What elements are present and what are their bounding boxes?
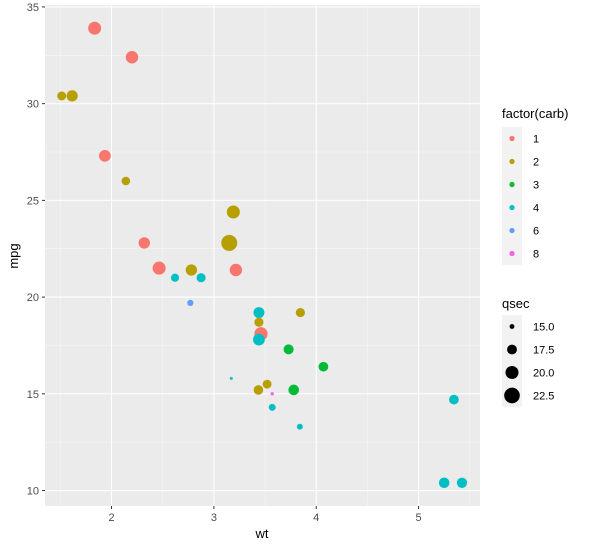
color-legend: factor(carb) 1 2 3 4 6 8 <box>502 106 568 265</box>
data-point <box>268 403 276 411</box>
data-point <box>57 91 67 101</box>
x-tick-label: 4 <box>313 512 319 524</box>
size-legend-swatch <box>505 365 519 380</box>
size-legend-swatch <box>509 324 515 329</box>
data-point <box>187 299 194 306</box>
color-legend-label: 2 <box>533 157 539 169</box>
data-point <box>138 237 150 249</box>
data-point <box>296 423 303 430</box>
data-points <box>57 21 468 489</box>
y-tick-label: 25 <box>27 195 39 207</box>
grid-lines <box>45 5 480 506</box>
color-legend-swatch <box>509 158 515 165</box>
data-point <box>125 51 139 64</box>
color-legend-swatch <box>509 135 515 142</box>
y-tick-label: 20 <box>27 292 39 304</box>
data-point <box>152 261 166 275</box>
data-point <box>88 21 102 35</box>
axes: 2 3 4 5 10 15 20 25 30 35 <box>27 2 422 524</box>
size-legend: qsec 15.0 17.5 20.0 22.5 <box>502 296 554 407</box>
data-point <box>66 90 78 102</box>
data-point <box>196 273 206 283</box>
color-legend-title: factor(carb) <box>502 106 568 121</box>
color-legend-swatch <box>509 250 515 257</box>
data-point <box>226 205 240 219</box>
color-legend-label: 3 <box>533 180 539 192</box>
data-point <box>253 385 264 395</box>
y-tick-label: 15 <box>27 389 39 401</box>
data-point <box>229 263 243 277</box>
color-legend-label: 4 <box>533 203 539 215</box>
data-point <box>254 317 264 327</box>
data-point <box>438 477 450 489</box>
data-point <box>283 344 294 355</box>
x-tick-label: 5 <box>416 512 422 524</box>
size-legend-label: 20.0 <box>533 368 554 380</box>
data-point <box>456 477 468 488</box>
size-legend-label: 17.5 <box>533 345 554 357</box>
data-point <box>185 264 198 276</box>
y-tick-label: 30 <box>27 99 39 111</box>
plot-panel <box>45 5 480 506</box>
data-point <box>318 361 329 372</box>
x-axis-title: wt <box>255 526 269 541</box>
color-legend-swatch <box>509 227 515 234</box>
color-legend-swatch <box>509 181 515 188</box>
data-point <box>98 149 111 162</box>
size-legend-swatch <box>504 387 520 404</box>
size-legend-swatch <box>507 344 517 355</box>
data-point <box>170 273 180 282</box>
color-legend-swatch <box>509 204 515 211</box>
data-point <box>270 392 274 396</box>
data-point <box>295 307 305 318</box>
color-legend-label: 8 <box>533 249 539 261</box>
color-legend-label: 6 <box>533 226 539 238</box>
size-legend-label: 22.5 <box>533 391 554 403</box>
data-point <box>253 333 265 346</box>
size-legend-title: qsec <box>502 296 530 311</box>
data-point <box>121 176 131 186</box>
y-tick-label: 10 <box>27 486 39 498</box>
x-tick-label: 2 <box>108 512 114 524</box>
y-axis-title: mpg <box>6 243 21 268</box>
data-point <box>221 234 238 251</box>
data-point <box>449 394 459 405</box>
data-point <box>262 379 272 389</box>
size-legend-label: 15.0 <box>533 322 554 334</box>
data-point <box>229 376 233 380</box>
y-tick-label: 35 <box>27 2 39 14</box>
data-point <box>253 307 265 319</box>
color-legend-label: 1 <box>533 134 539 146</box>
x-tick-label: 3 <box>211 512 217 524</box>
data-point <box>288 384 300 396</box>
